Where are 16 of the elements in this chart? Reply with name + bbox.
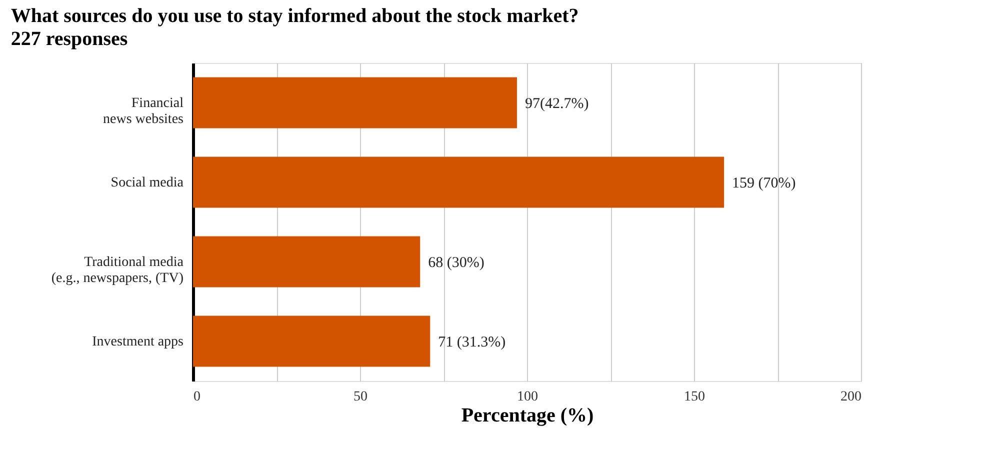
data-label: 68 (30%) (428, 254, 484, 271)
x-tick-label: 100 (517, 390, 538, 404)
y-tick-label: Investment apps (92, 334, 184, 350)
x-axis-title: Percentage (%) (461, 404, 594, 426)
x-tick-label: 0 (194, 390, 200, 404)
y-tick-label: Financial news websites (103, 96, 184, 127)
chart-title: What sources do you use to stay informed about the stock market? (10, 5, 579, 27)
x-tick-label: 200 (840, 390, 862, 404)
data-label: 159 (70%) (732, 175, 796, 192)
y-tick-label: Traditional media (e.g., newspapers, (TV) (51, 254, 184, 286)
y-tick-label: Social media (110, 175, 184, 190)
data-label: 71 (31.3%) (438, 334, 506, 350)
chart-subtitle: 227 responses (10, 28, 128, 50)
data-label: 97(42.7%) (524, 96, 589, 112)
x-tick-label: 50 (354, 390, 368, 404)
x-tick-label: 150 (684, 390, 705, 404)
